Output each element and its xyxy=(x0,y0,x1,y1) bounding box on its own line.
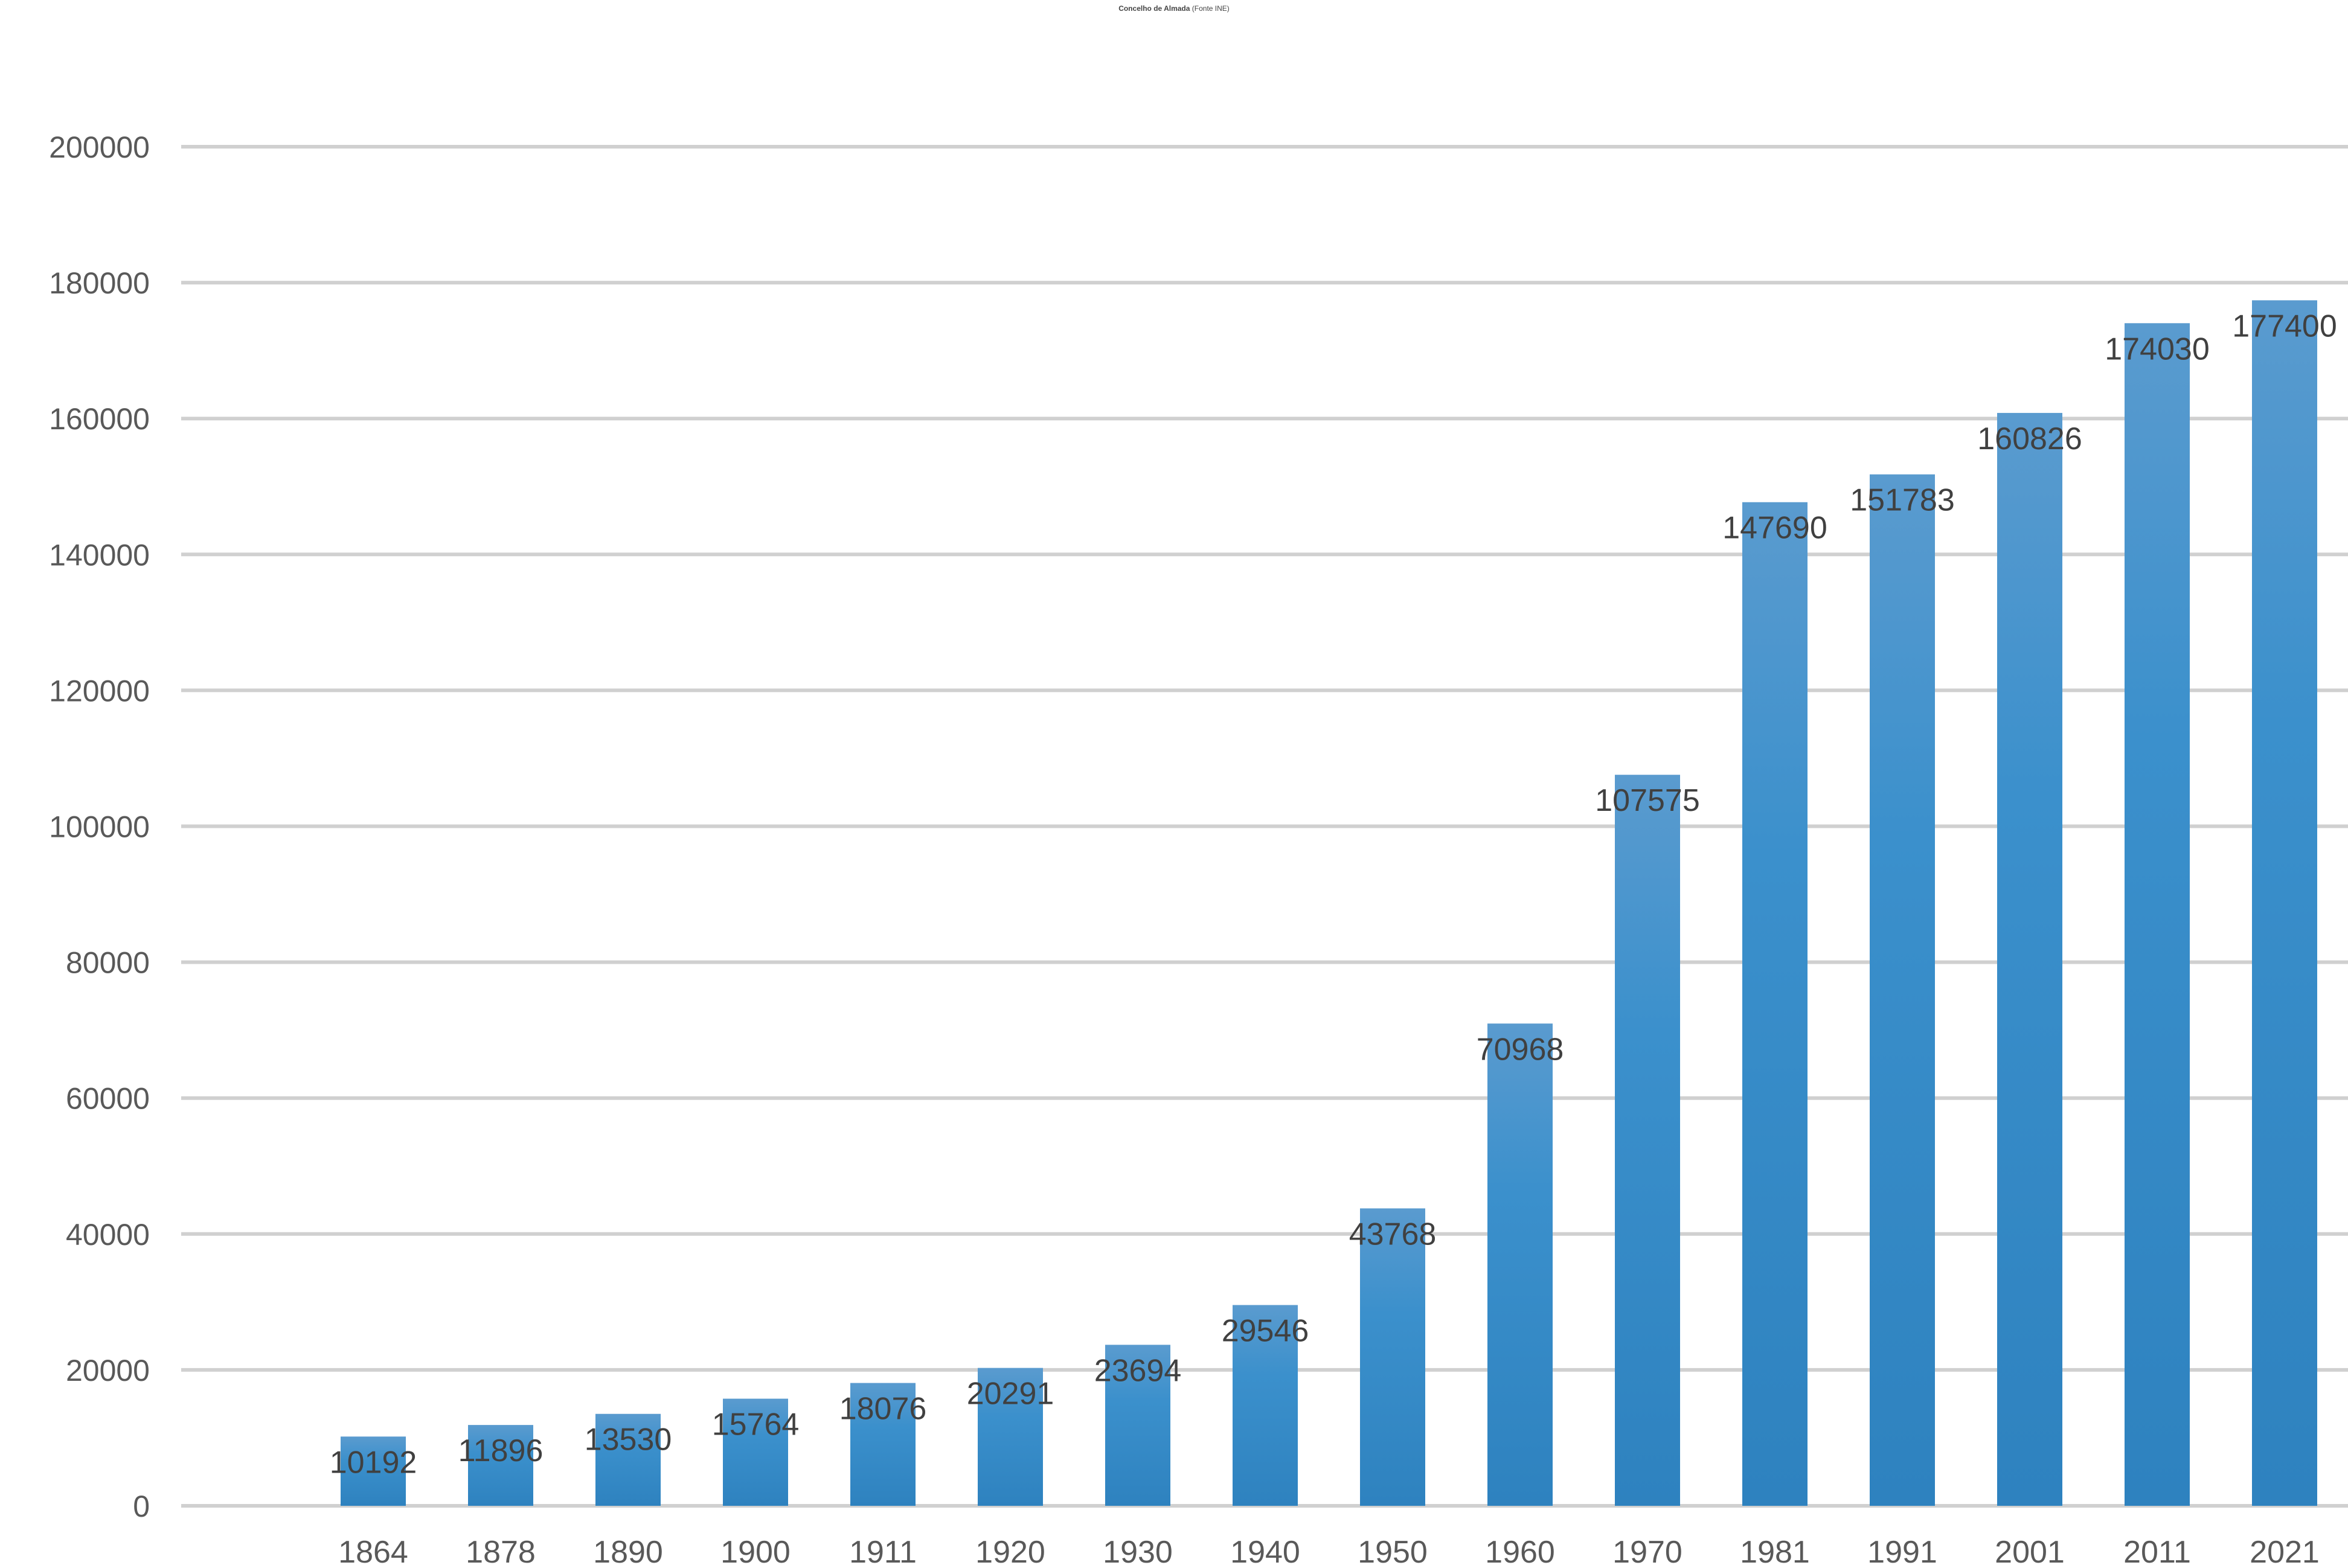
data-label-1940: 29546 xyxy=(1222,1313,1309,1348)
x-tick-label-1991: 1991 xyxy=(1867,1535,1937,1568)
y-tick-label: 60000 xyxy=(66,1082,150,1116)
x-tick-label-1864: 1864 xyxy=(338,1535,408,1568)
y-tick-label: 180000 xyxy=(49,266,150,300)
x-tick-label-1970: 1970 xyxy=(1612,1535,1682,1568)
y-tick-label: 20000 xyxy=(66,1354,150,1387)
bar-1960 xyxy=(1487,1023,1553,1506)
data-label-1878: 11896 xyxy=(458,1433,544,1468)
bar-1981 xyxy=(1742,502,1808,1506)
x-tick-label-1981: 1981 xyxy=(1740,1535,1810,1568)
y-tick-label: 40000 xyxy=(66,1218,150,1252)
chart-title-source: (Fonte INE) xyxy=(1190,4,1229,13)
bar-1878 xyxy=(468,1425,533,1506)
bar-2021 xyxy=(2252,300,2317,1506)
bars xyxy=(341,300,2317,1506)
bar-1911 xyxy=(850,1383,916,1506)
y-tick-label: 80000 xyxy=(66,946,150,980)
gridlines xyxy=(181,145,2348,1508)
bar-1864 xyxy=(341,1436,406,1506)
x-tick-label-1950: 1950 xyxy=(1358,1535,1428,1568)
bar-1991 xyxy=(1870,474,1935,1506)
x-tick-label-1940: 1940 xyxy=(1230,1535,1300,1568)
data-label-1981: 147690 xyxy=(1722,511,1827,546)
data-label-1890: 13530 xyxy=(585,1422,672,1458)
data-labels: 10192 11896 13530 15764 18076 20291 23694 29546… xyxy=(330,309,2337,1480)
bar-1950 xyxy=(1360,1208,1425,1506)
x-tick-label-1890: 1890 xyxy=(593,1535,663,1568)
bar-1900 xyxy=(723,1398,788,1506)
x-tick-label-1920: 1920 xyxy=(975,1535,1045,1568)
data-label-1991: 151783 xyxy=(1850,483,1955,518)
bar-1930 xyxy=(1105,1345,1170,1506)
x-tick-label-1911: 1911 xyxy=(849,1535,917,1568)
data-label-1960: 70968 xyxy=(1477,1032,1564,1067)
bar-2001 xyxy=(1997,412,2062,1506)
x-tick-label-1878: 1878 xyxy=(466,1535,536,1568)
y-axis-tick-labels: 0 20000 40000 60000 80000 100000 120000 140000 1… xyxy=(49,130,150,1523)
x-tick-label-1960: 1960 xyxy=(1485,1535,1555,1568)
chart-title: Concelho de Almada (Fonte INE) xyxy=(1118,4,1230,13)
data-label-1900: 15764 xyxy=(712,1407,800,1442)
bar-1970 xyxy=(1615,775,1680,1506)
data-label-2021: 177400 xyxy=(2232,309,2337,344)
data-label-1970: 107575 xyxy=(1595,783,1700,818)
y-tick-label: 200000 xyxy=(49,130,150,164)
data-label-2001: 160826 xyxy=(1977,421,2082,456)
bar-1890 xyxy=(595,1413,661,1506)
x-tick-label-1930: 1930 xyxy=(1103,1535,1173,1568)
data-label-2011: 174030 xyxy=(2105,331,2210,366)
x-tick-label-2021: 2021 xyxy=(2250,1535,2320,1568)
y-tick-label: 140000 xyxy=(49,538,150,572)
y-tick-label: 160000 xyxy=(49,402,150,436)
data-label-1920: 20291 xyxy=(967,1377,1054,1412)
data-label-1864: 10192 xyxy=(330,1445,417,1480)
y-tick-label: 120000 xyxy=(49,674,150,708)
y-tick-label: 0 xyxy=(133,1490,150,1523)
data-label-1911: 18076 xyxy=(839,1392,927,1427)
x-axis-tick-labels: 1864 1878 1890 1900 1911 1920 1930 1940 1950 1960… xyxy=(338,1535,2320,1568)
data-label-1950: 43768 xyxy=(1349,1217,1437,1252)
chart-title-bold: Concelho de Almada xyxy=(1118,4,1190,13)
y-tick-label: 100000 xyxy=(49,810,150,844)
bar-1920 xyxy=(978,1368,1043,1506)
x-tick-label-2011: 2011 xyxy=(2123,1535,2191,1568)
bar-1940 xyxy=(1233,1305,1298,1506)
data-label-1930: 23694 xyxy=(1094,1353,1182,1388)
bar-2011 xyxy=(2125,323,2190,1506)
x-tick-label-2001: 2001 xyxy=(1995,1535,2065,1568)
x-tick-label-1900: 1900 xyxy=(720,1535,791,1568)
